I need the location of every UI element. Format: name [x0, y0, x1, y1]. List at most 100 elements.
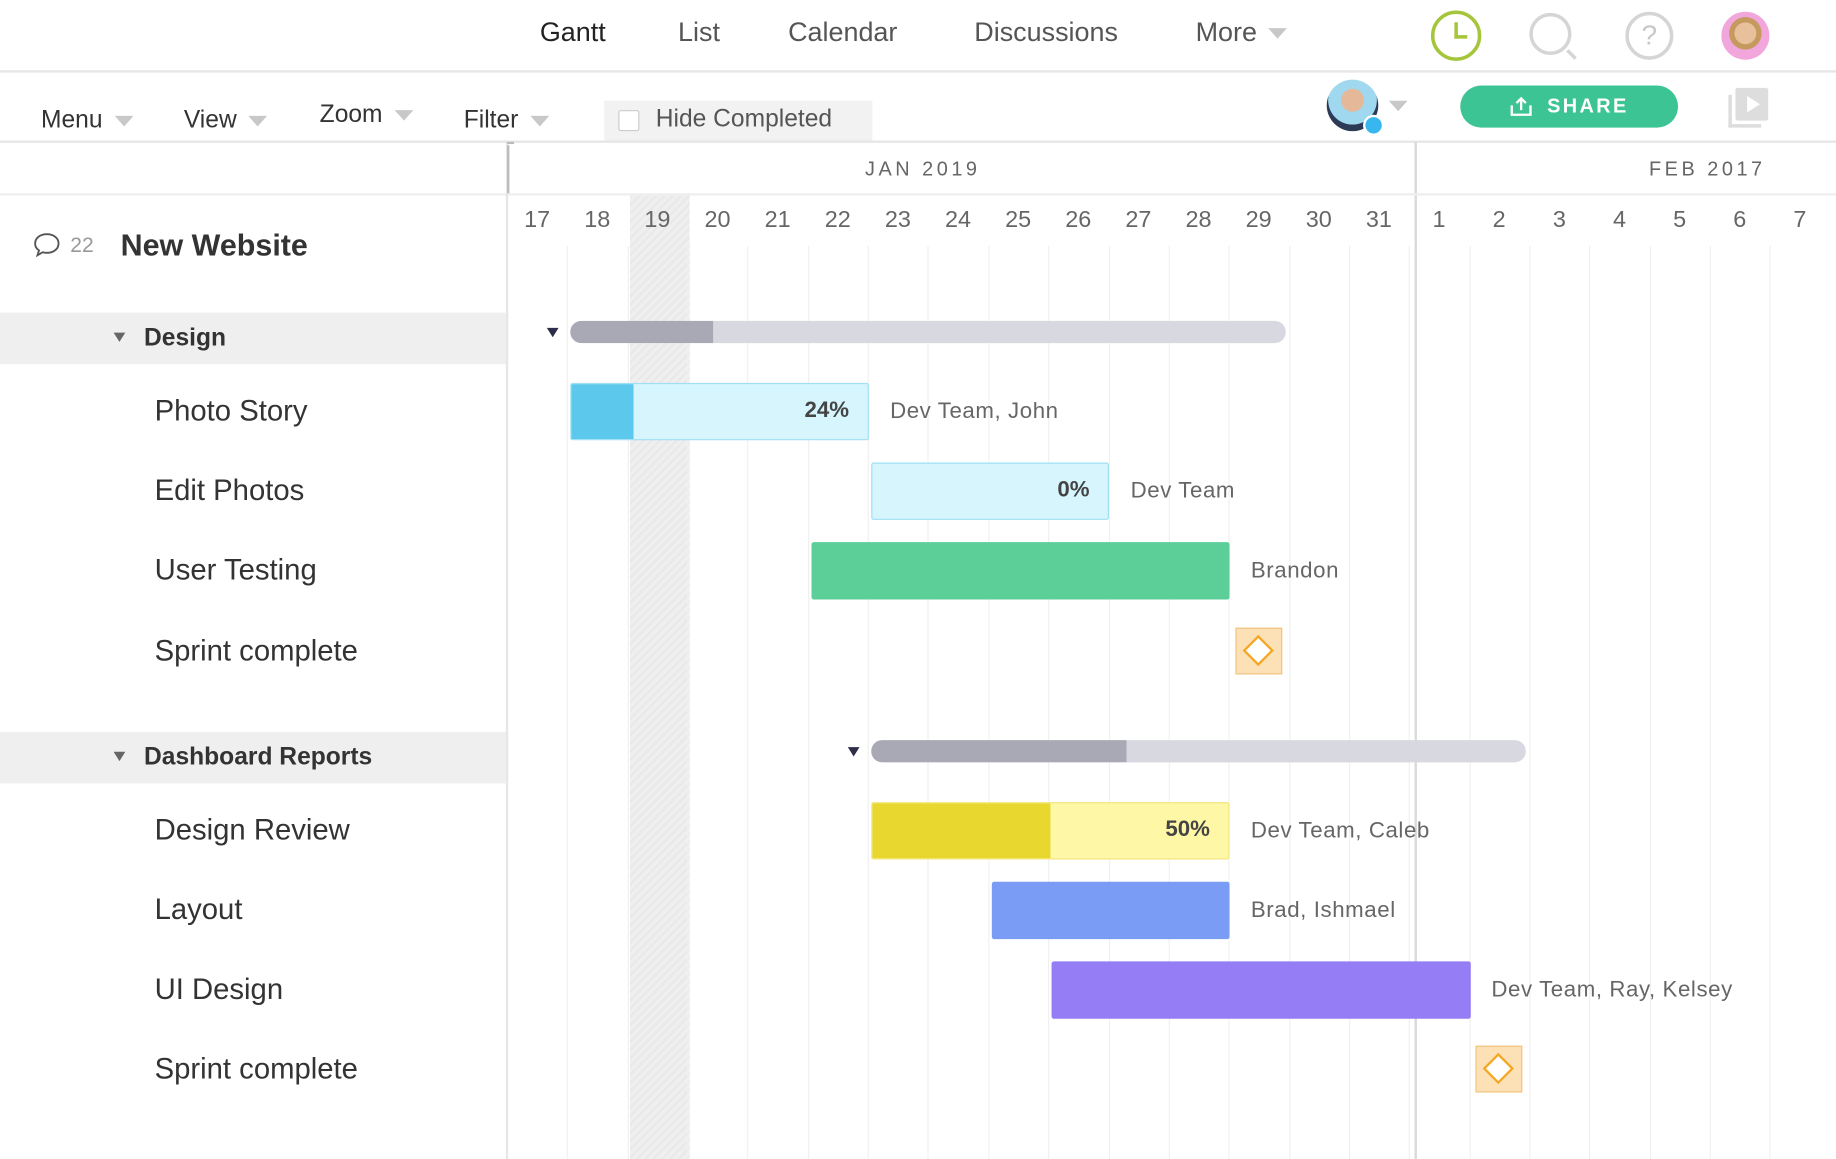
task-name[interactable]: Sprint complete: [154, 634, 358, 667]
comment-icon[interactable]: [33, 232, 61, 258]
hide-completed-toggle[interactable]: Hide Completed: [604, 100, 873, 141]
day-gridline: [1709, 245, 1711, 1159]
day-label: 28: [1185, 207, 1212, 234]
today-column: [629, 195, 690, 1159]
task-percent: 24%: [804, 398, 850, 423]
tab-discussions[interactable]: Discussions: [974, 16, 1118, 47]
day-gridline: [1409, 245, 1411, 1159]
day-gridline: [1769, 245, 1771, 1159]
day-label: 4: [1612, 207, 1626, 234]
day-gridline: [1348, 245, 1351, 1159]
task-bar[interactable]: 50%: [871, 801, 1230, 860]
task-bar[interactable]: 24%: [570, 382, 869, 441]
menu-dropdown[interactable]: Menu: [41, 107, 133, 135]
day-label: 25: [1005, 207, 1032, 234]
day-label: 30: [1305, 207, 1332, 234]
hide-completed-checkbox[interactable]: [618, 110, 640, 132]
assignee-avatar[interactable]: [1326, 79, 1385, 136]
task-name[interactable]: Photo Story: [154, 394, 308, 428]
task-name[interactable]: Edit Photos: [154, 474, 305, 508]
search-icon[interactable]: [1529, 12, 1577, 60]
zoom-dropdown[interactable]: Zoom: [320, 101, 413, 129]
day-label: 27: [1125, 207, 1152, 234]
day-gridline: [1529, 245, 1531, 1159]
divider: [0, 140, 1836, 143]
milestone-diamond-icon[interactable]: [1235, 627, 1283, 675]
task-percent: 50%: [1165, 817, 1210, 842]
chevron-down-icon: [394, 110, 413, 121]
group-row-design[interactable]: Design: [0, 312, 506, 365]
avatar-chevron-down-icon[interactable]: [1388, 100, 1408, 112]
clock-icon[interactable]: [1430, 10, 1482, 61]
task-list-panel: 22 New Website Design Photo Story Edit Pho…: [0, 142, 506, 1159]
milestone-diamond-icon[interactable]: [1475, 1046, 1523, 1094]
task-name[interactable]: Layout: [154, 893, 243, 927]
day-label: 7: [1793, 207, 1807, 234]
month-separator: [1414, 141, 1417, 1159]
day-gridline: [567, 245, 569, 1159]
share-label: SHARE: [1547, 94, 1629, 118]
group-summary-bar[interactable]: [570, 320, 1286, 344]
day-label: 23: [884, 207, 911, 234]
play-icon[interactable]: [1728, 87, 1769, 128]
day-gridline: [687, 245, 689, 1159]
task-assignees: Dev Team, John: [890, 399, 1059, 424]
day-gridline: [1469, 245, 1471, 1159]
group-collapse-icon[interactable]: [847, 746, 860, 757]
help-icon[interactable]: ?: [1625, 11, 1674, 60]
day-gridline: [1288, 245, 1290, 1159]
task-bar[interactable]: [991, 881, 1230, 940]
panel-divider[interactable]: [505, 141, 509, 1159]
task-assignees: Dev Team, Caleb: [1250, 818, 1430, 843]
user-avatar[interactable]: [1721, 11, 1770, 60]
task-progress-fill: [812, 543, 1229, 599]
day-label: 21: [764, 207, 791, 234]
day-gridline: [747, 245, 749, 1159]
day-label: 17: [524, 207, 551, 234]
divider: [0, 70, 1836, 73]
day-label: 18: [584, 207, 611, 234]
day-label: 19: [644, 207, 671, 234]
group-row-dashboard-reports[interactable]: Dashboard Reports: [0, 731, 506, 784]
filter-label: Filter: [463, 106, 519, 134]
task-name[interactable]: Design Review: [154, 813, 350, 847]
task-assignees: Brandon: [1250, 559, 1340, 584]
task-name[interactable]: UI Design: [154, 973, 284, 1007]
day-gridline: [627, 245, 629, 1159]
group-label: Dashboard Reports: [144, 743, 373, 771]
month-label: JAN 2019: [864, 158, 981, 181]
task-name[interactable]: Sprint complete: [154, 1053, 358, 1086]
tab-more[interactable]: More: [1196, 16, 1288, 48]
task-bar[interactable]: 0%: [871, 462, 1110, 521]
day-label: 3: [1552, 207, 1566, 234]
task-progress-fill: [1052, 962, 1470, 1018]
task-assignees: Dev Team: [1130, 479, 1236, 504]
collapse-triangle-icon[interactable]: [113, 751, 126, 761]
day-label: 29: [1245, 207, 1272, 234]
tab-gantt[interactable]: Gantt: [539, 16, 606, 47]
day-label: 22: [824, 207, 851, 234]
day-label: 5: [1673, 207, 1687, 234]
tab-calendar[interactable]: Calendar: [788, 16, 898, 47]
day-gridline: [1649, 245, 1651, 1159]
day-label: 24: [944, 207, 972, 234]
tab-list[interactable]: List: [678, 16, 720, 47]
zoom-label: Zoom: [319, 100, 383, 128]
month-label: FEB 2017: [1648, 158, 1766, 181]
group-collapse-icon[interactable]: [547, 327, 559, 338]
day-gridline: [1168, 245, 1170, 1159]
day-label: 2: [1492, 207, 1506, 234]
share-button[interactable]: SHARE: [1460, 85, 1679, 128]
day-label: 1: [1432, 207, 1446, 234]
task-name[interactable]: User Testing: [154, 554, 317, 588]
view-dropdown[interactable]: View: [184, 107, 268, 135]
task-bar[interactable]: [811, 542, 1230, 601]
task-bar[interactable]: [1051, 961, 1471, 1019]
day-gridline: [927, 245, 930, 1159]
day-label: 26: [1065, 207, 1092, 234]
day-label: 6: [1733, 207, 1747, 234]
group-summary-bar[interactable]: [871, 739, 1526, 763]
filter-dropdown[interactable]: Filter: [464, 107, 549, 135]
collapse-triangle-icon[interactable]: [113, 332, 126, 342]
upload-icon: [1510, 96, 1532, 116]
